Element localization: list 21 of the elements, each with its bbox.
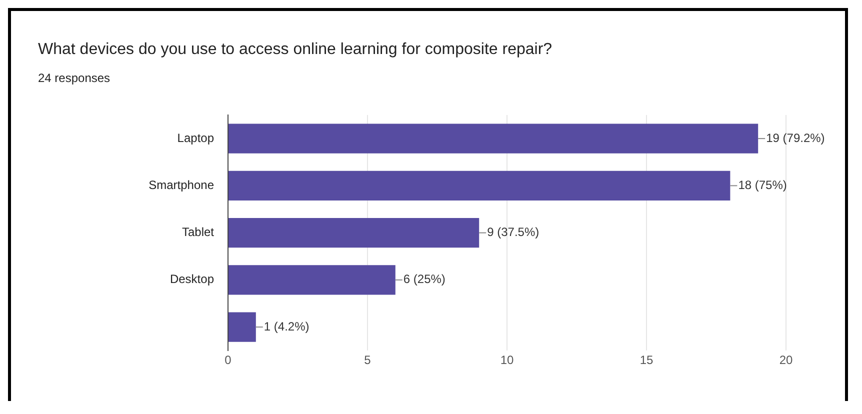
bar: [228, 170, 730, 201]
data-label: 1 (4.2%): [264, 319, 310, 334]
x-tick-label: 10: [500, 353, 514, 368]
bar: [228, 265, 396, 295]
text: 24 responses: [38, 71, 110, 85]
x-tick-label: 0: [224, 353, 232, 368]
data-label: 6 (25%): [403, 272, 446, 286]
chart-title: What devices do you use to access online learning for composite repair?: [38, 41, 552, 59]
y-tick-label: Smartphone: [148, 178, 214, 192]
y-tick-label: Laptop: [177, 130, 214, 145]
y-tick-label: Desktop: [170, 272, 214, 286]
data-label: 19 (79.2%): [766, 130, 825, 145]
bar: [228, 218, 480, 248]
y-tick-label: Tablet: [182, 225, 215, 240]
data-label: 18 (75%): [738, 178, 787, 192]
data-label: 9 (37.5%): [487, 225, 540, 240]
x-tick-label: 15: [640, 353, 654, 368]
x-tick-label: 20: [779, 353, 793, 368]
bar: [228, 312, 256, 342]
bar: [228, 124, 758, 154]
x-tick-label: 5: [364, 353, 372, 368]
